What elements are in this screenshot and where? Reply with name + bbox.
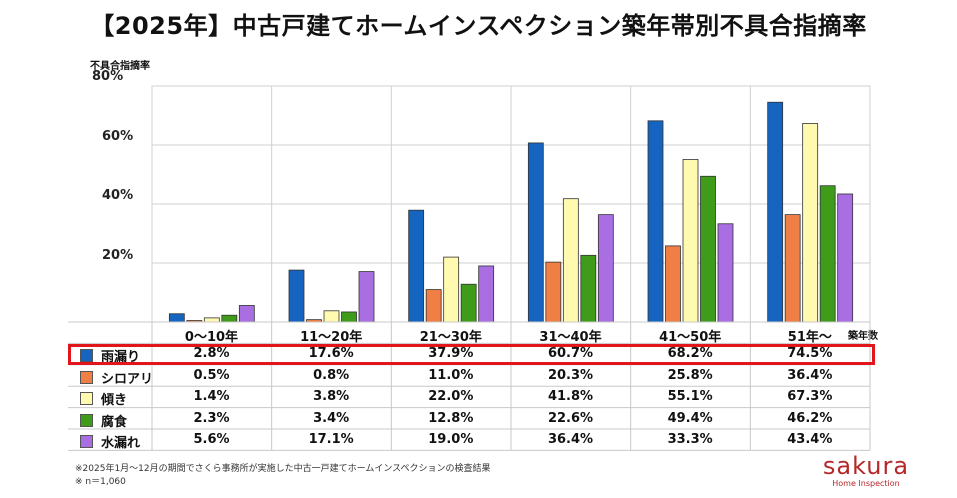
data-cell: 25.8% — [667, 367, 713, 383]
data-cell: 55.1% — [667, 389, 713, 405]
bar-4-1 — [358, 271, 375, 323]
bar-4-5 — [837, 193, 854, 323]
page-title: 【2025年】中古戸建てホームインスペクション築年帯別不具合指摘率 — [90, 12, 867, 40]
bar-3-4 — [700, 175, 716, 323]
highlight-frame — [68, 344, 875, 365]
data-cell: 36.4% — [547, 432, 594, 447]
bar-0-3 — [527, 142, 544, 323]
bar-1-4 — [665, 245, 681, 323]
data-cell: 67.3% — [787, 389, 833, 405]
legend-row-0: 雨漏り — [80, 346, 140, 365]
data-cell: 19.0% — [428, 432, 474, 447]
legend-swatch — [80, 413, 93, 427]
bar-2-0 — [203, 317, 220, 323]
bar-1-3 — [545, 261, 562, 323]
x-tick-label: 41〜50年 — [659, 330, 722, 345]
footnote-sample: ※ n＝1,060 — [75, 477, 126, 487]
data-cell: 46.2% — [787, 410, 833, 426]
data-cell: 43.4% — [787, 432, 833, 447]
y-tick-40: 40% — [102, 188, 134, 203]
legend-label: 水漏れ — [101, 436, 141, 451]
legend-swatch — [80, 349, 93, 363]
legend-swatch — [80, 392, 93, 406]
x-tick-label: 21〜30年 — [419, 330, 482, 345]
bar-0-5 — [767, 101, 784, 323]
data-cell: 12.8% — [428, 410, 474, 426]
bar-0-1 — [288, 269, 305, 323]
bar-4-0 — [238, 305, 255, 323]
bar-2-3 — [562, 198, 579, 323]
data-cell: 3.8% — [313, 389, 350, 405]
legend-swatch — [80, 435, 93, 448]
data-cell: 20.3% — [547, 367, 594, 383]
data-cell: 11.0% — [428, 367, 474, 383]
data-cell: 36.4% — [787, 367, 833, 383]
data-cell: 22.6% — [547, 410, 594, 426]
bar-4-3 — [597, 214, 614, 323]
bar-2-4 — [682, 159, 699, 323]
bar-1-2 — [425, 289, 442, 323]
data-cell: 3.4% — [313, 410, 350, 426]
legend-label: 腐食 — [101, 414, 128, 430]
bar-3-1 — [341, 311, 357, 323]
legend-label: 雨漏り — [101, 350, 141, 366]
data-cell: 1.4% — [193, 389, 230, 405]
x-tick-label: 0〜10年 — [184, 330, 239, 345]
bar-0-0 — [168, 313, 185, 323]
data-cell: 74.5% — [787, 346, 833, 362]
data-cell: 5.6% — [193, 432, 230, 447]
logo-subtitle: Home Inspection — [832, 479, 900, 488]
data-cell: 68.2% — [667, 346, 713, 362]
bar-1-5 — [784, 214, 801, 323]
footnote-source: ※2025年1月〜12月の期間でさくら事務所が実施した中古一戸建てホームインスペ… — [75, 464, 491, 474]
legend-row-2: 傾き — [80, 389, 127, 408]
y-tick-60: 60% — [102, 129, 134, 144]
data-cell: 49.4% — [667, 410, 713, 426]
logo-name: sakura — [822, 452, 910, 480]
data-cell: 37.9% — [428, 346, 474, 362]
bar-4-2 — [478, 265, 495, 323]
sakura-logo: sakura Home Inspection — [811, 453, 921, 489]
bar-0-4 — [647, 120, 664, 323]
data-cell: 33.3% — [667, 432, 713, 447]
bar-3-0 — [221, 314, 238, 323]
data-cell: 17.1% — [308, 432, 354, 447]
data-cell: 2.3% — [193, 410, 230, 426]
y-axis-label: 不具合指摘率 — [90, 61, 150, 72]
data-cell: 41.8% — [547, 389, 594, 405]
x-tick-label: 11〜20年 — [300, 330, 363, 345]
data-cell: 2.8% — [193, 346, 230, 362]
bar-2-2 — [443, 256, 460, 323]
legend-label: シロアリ — [101, 371, 154, 387]
bar-2-5 — [802, 123, 819, 323]
x-axis-label: 築年数 — [848, 331, 878, 342]
bar-4-4 — [717, 223, 734, 323]
x-tick-label: 31〜40年 — [539, 330, 602, 345]
data-cell: 0.5% — [193, 367, 230, 383]
bar-0-2 — [408, 209, 425, 323]
y-tick-20: 20% — [102, 248, 134, 263]
x-tick-label: 51年〜 — [787, 330, 832, 345]
legend-row-4: 水漏れ — [80, 432, 140, 451]
legend-label: 傾き — [101, 393, 128, 409]
bar-3-2 — [460, 283, 477, 323]
data-cell: 60.7% — [547, 346, 594, 362]
bar-3-3 — [580, 254, 597, 323]
data-cell: 17.6% — [308, 346, 354, 362]
data-cell: 0.8% — [313, 367, 350, 383]
legend-row-3: 腐食 — [80, 411, 127, 430]
y-tick-80: 80% — [92, 69, 124, 84]
legend-swatch — [80, 370, 93, 384]
data-cell: 22.0% — [428, 389, 474, 405]
bar-3-5 — [819, 185, 836, 323]
legend-row-1: シロアリ — [80, 368, 153, 387]
bar-2-1 — [323, 310, 340, 323]
